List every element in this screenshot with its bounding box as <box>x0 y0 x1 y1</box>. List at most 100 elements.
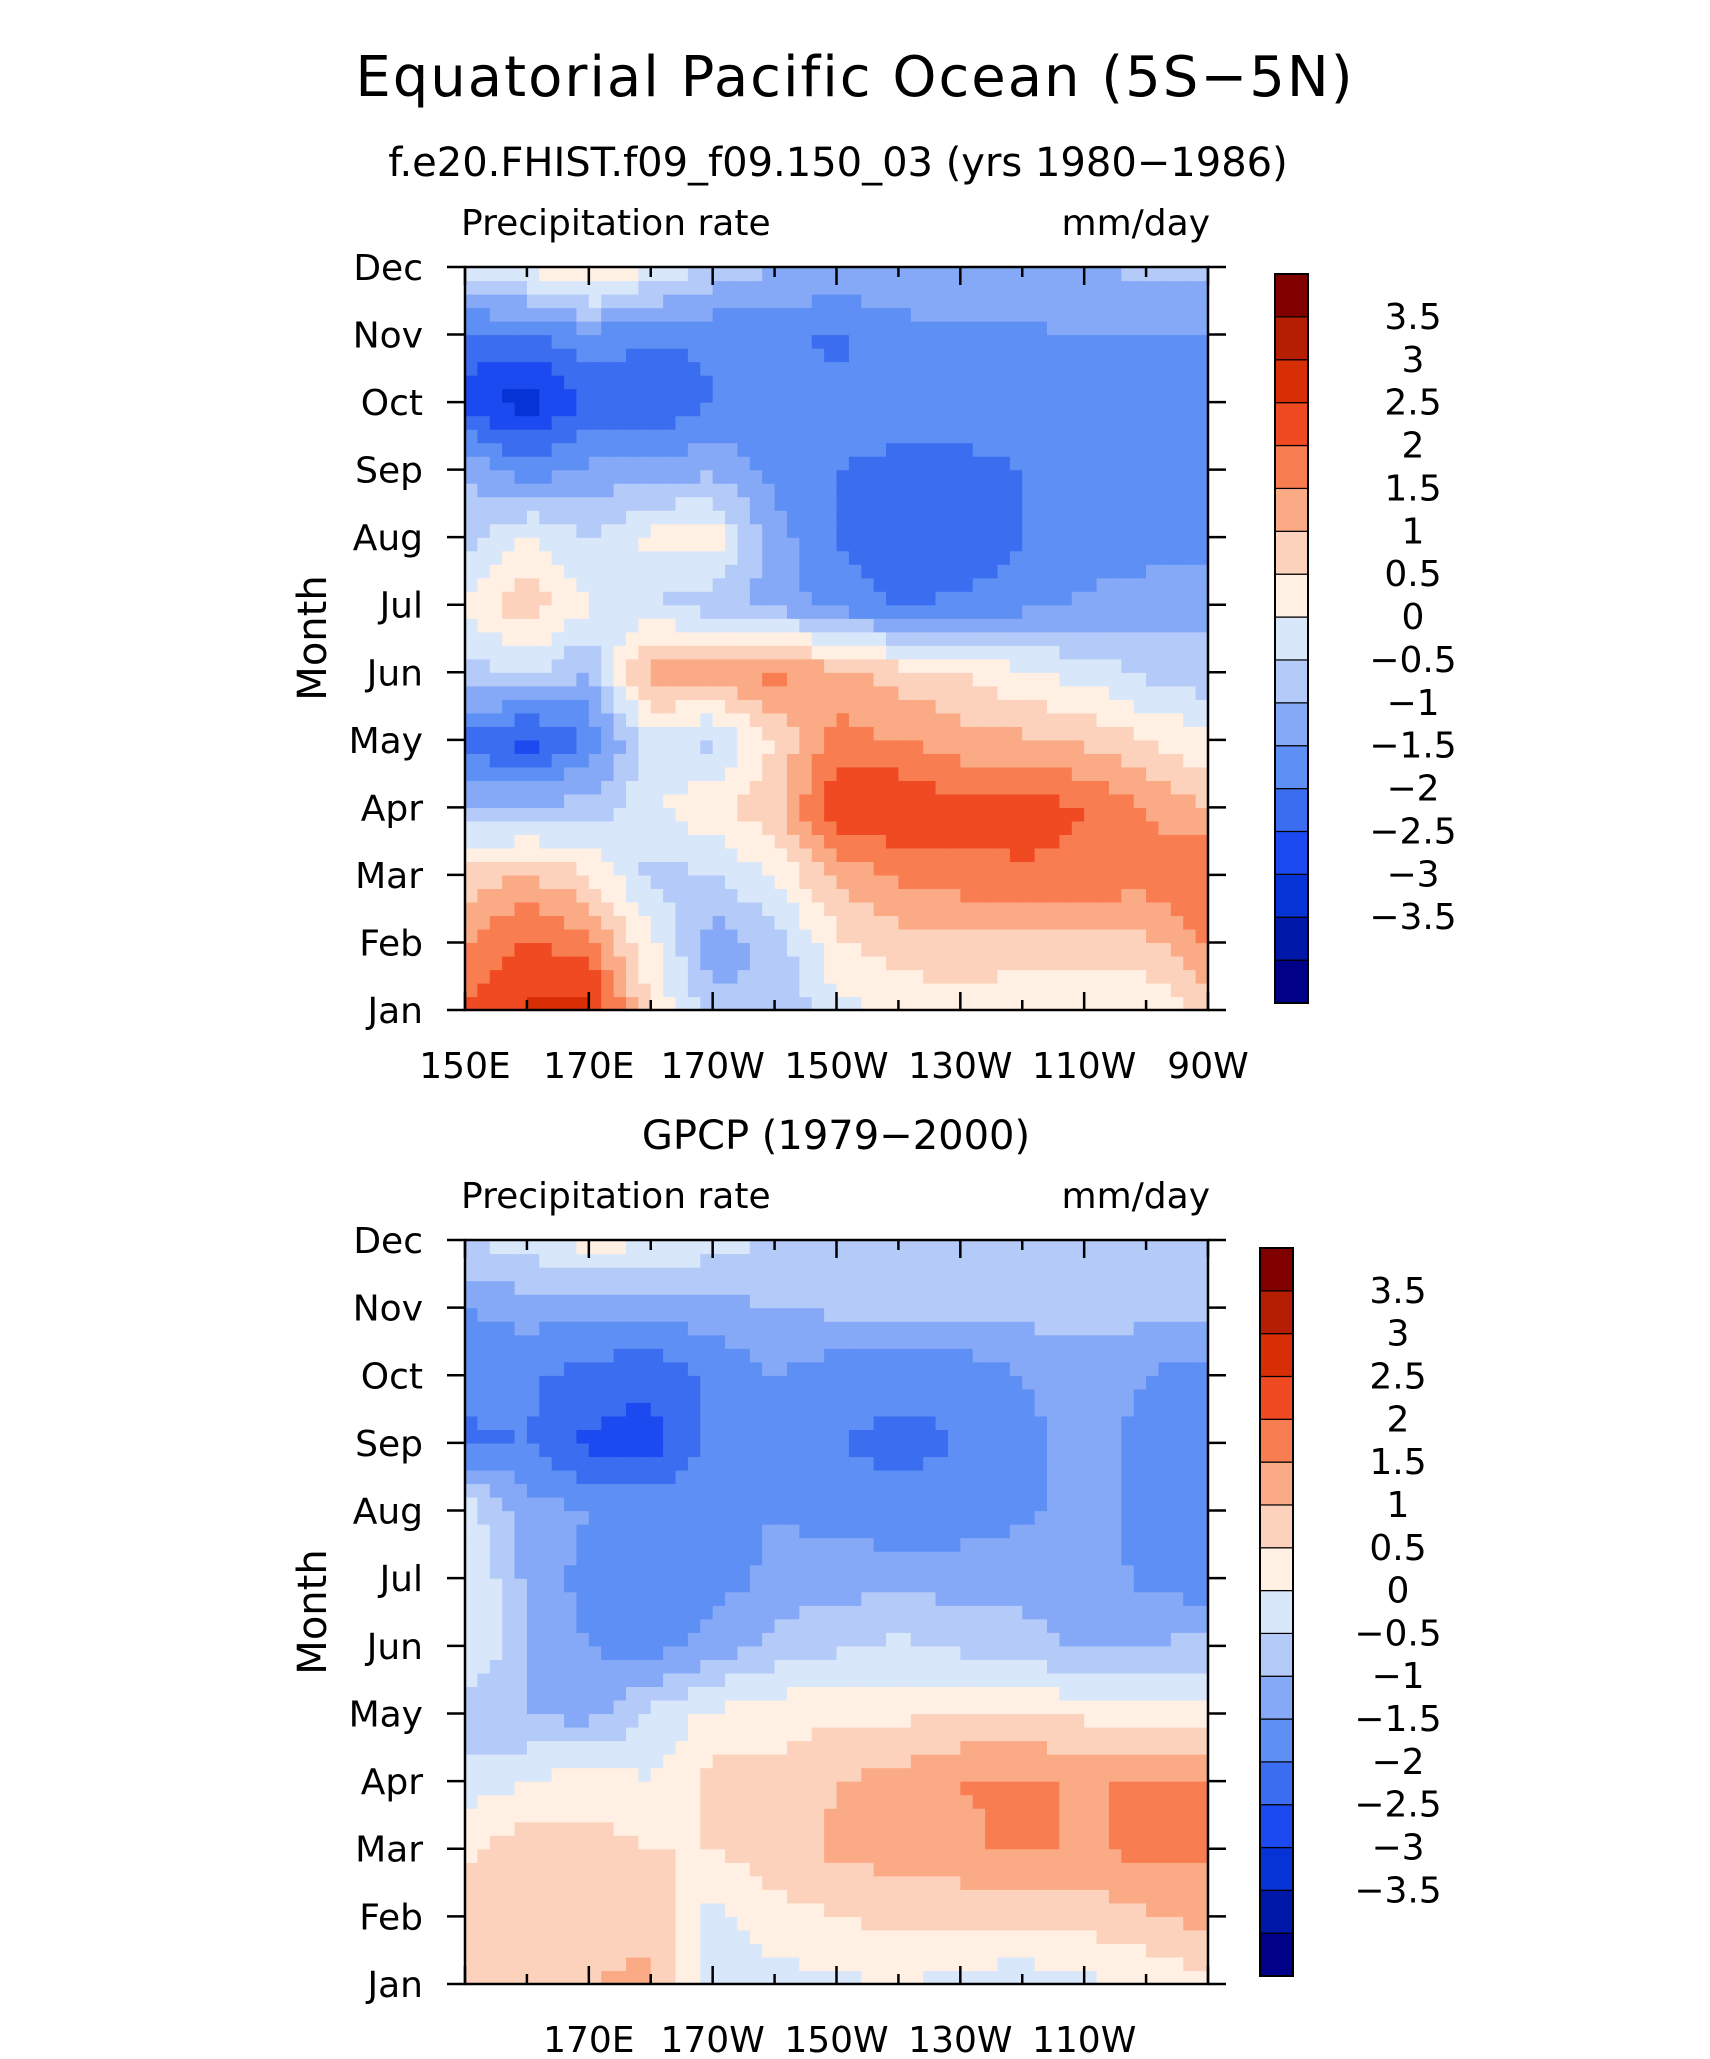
panel1-cell <box>1121 807 1135 822</box>
panel1-cell <box>1059 510 1073 525</box>
panel1-cell <box>1195 901 1209 917</box>
panel2-cell <box>514 1956 528 1972</box>
panel1-cell <box>564 969 578 984</box>
panel1-cell <box>663 388 677 403</box>
panel1-cell <box>1146 672 1160 687</box>
panel1-cell <box>1071 942 1085 957</box>
panel1-cell <box>687 780 701 795</box>
panel1-cell <box>700 699 714 714</box>
panel2-cell <box>848 1970 862 1985</box>
panel2-cell <box>625 1794 639 1809</box>
panel1-cell <box>985 861 999 876</box>
panel2-cell <box>638 1808 652 1823</box>
panel2-cell <box>848 1754 862 1769</box>
panel2-cell <box>675 1889 689 1904</box>
panel1-cell <box>526 415 540 430</box>
panel1-cell <box>1158 564 1172 579</box>
panel1-cell <box>1096 955 1110 971</box>
panel2-cell <box>972 1794 986 1809</box>
panel1-cell <box>836 685 850 700</box>
panel1-cell <box>1071 969 1085 984</box>
panel1-cell <box>601 402 615 417</box>
panel1-cell <box>1195 861 1209 876</box>
panel1-cell <box>576 807 590 822</box>
panel1-cell <box>1146 469 1160 484</box>
panel2-cell <box>997 1726 1011 1742</box>
panel2-cell <box>1133 1632 1147 1647</box>
panel2-cell <box>1183 1808 1197 1823</box>
panel1-cell <box>564 402 578 417</box>
panel2-cell <box>489 1686 503 1701</box>
panel2-cell <box>811 1970 825 1985</box>
panel1-cell <box>687 645 701 660</box>
panel2-cell <box>848 1645 862 1660</box>
panel2-cell <box>997 1659 1011 1674</box>
panel1-cell <box>1009 375 1023 390</box>
panel2-cell <box>873 1835 887 1850</box>
panel1-cell <box>1121 429 1135 444</box>
panel2-cell <box>725 1659 739 1674</box>
panel2-cell <box>564 1889 578 1904</box>
panel2-cell <box>625 1956 639 1972</box>
panel1-cell <box>737 496 751 511</box>
panel1-cell <box>1009 726 1023 741</box>
panel1-cell <box>687 375 701 390</box>
panel1-cell <box>923 928 937 944</box>
panel1-cell <box>898 496 912 511</box>
panel1-cell <box>687 618 701 633</box>
panel1-cell <box>960 658 974 673</box>
panel2-cell <box>588 1618 602 1633</box>
panel1-cell <box>1022 523 1036 538</box>
panel2-cell <box>749 1754 763 1769</box>
panel1-cell <box>539 510 553 525</box>
panel1-cell <box>687 496 701 511</box>
panel1-colorbar-label: 1 <box>1402 511 1425 552</box>
panel2-cell <box>799 1862 813 1877</box>
panel1-cell <box>1108 321 1122 336</box>
panel2-cell <box>502 1902 516 1917</box>
panel2-cell <box>774 1875 788 1890</box>
panel1-cell <box>465 523 478 538</box>
panel2-cell <box>737 1862 751 1877</box>
panel1-cell <box>576 550 590 565</box>
panel2-cell <box>539 1889 553 1904</box>
panel1-cell <box>526 996 540 1011</box>
panel1-cell <box>725 402 739 417</box>
panel1-cell <box>502 631 516 646</box>
panel1-cell <box>985 982 999 998</box>
panel1-cell <box>762 307 776 322</box>
panel2-cell <box>712 1659 726 1674</box>
panel1-cell <box>774 753 788 768</box>
panel2-cell <box>824 1781 838 1796</box>
panel2-cell <box>774 1835 788 1850</box>
panel1-cell <box>824 456 838 471</box>
panel2-cell <box>811 1699 825 1715</box>
panel1-cell <box>886 321 900 336</box>
panel1-cell <box>1108 294 1122 309</box>
panel1-cell <box>861 577 875 592</box>
panel1-cell <box>749 483 763 498</box>
panel1-cell <box>663 537 677 552</box>
panel1-cell <box>1133 564 1147 579</box>
panel1-cell <box>700 847 714 862</box>
panel1-cell <box>923 388 937 403</box>
panel2-cell <box>725 1862 739 1877</box>
panel1-cell <box>1183 523 1197 538</box>
panel1-cell <box>687 874 701 890</box>
panel2-cell <box>588 1835 602 1850</box>
panel1-cell <box>886 982 900 998</box>
panel1-cell <box>947 577 961 592</box>
panel1-cell <box>836 388 850 403</box>
panel2-cell <box>1009 1862 1023 1877</box>
panel1-cell <box>700 672 714 687</box>
panel1-cell <box>1121 591 1135 606</box>
panel1-cell <box>886 766 900 781</box>
panel1-cell <box>712 793 726 808</box>
panel1-cell <box>687 456 701 471</box>
panel1-cell <box>1121 874 1135 890</box>
panel1-cell <box>762 537 776 552</box>
panel1-cell <box>811 631 825 646</box>
panel1-cell <box>712 847 726 862</box>
panel2-cell <box>576 1848 590 1863</box>
panel1-cell <box>650 456 664 471</box>
